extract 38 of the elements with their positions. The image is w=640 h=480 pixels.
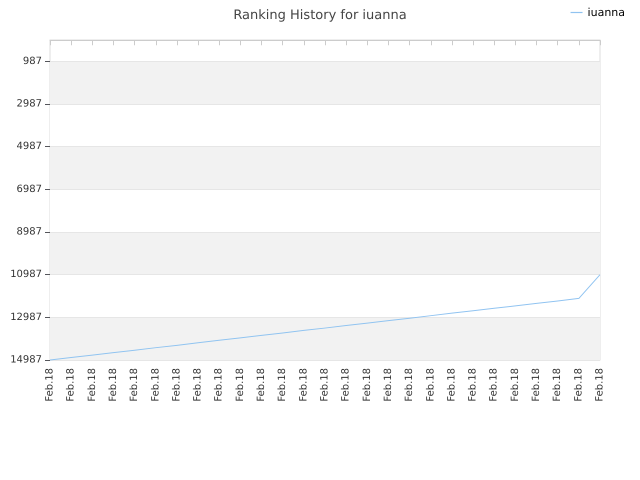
x-tick-label: Feb.18 — [86, 368, 98, 402]
x-tick-label: Feb.18 — [150, 368, 162, 402]
y-tick-label: 8987 — [16, 226, 42, 238]
x-tick-label: Feb.18 — [446, 368, 458, 402]
x-tick-label: Feb.18 — [192, 368, 204, 402]
y-tick-label: 4987 — [16, 141, 42, 152]
y-tick-label: 2987 — [16, 98, 42, 110]
y-tick-label: 14987 — [10, 354, 42, 366]
x-tick-label: Feb.18 — [129, 368, 140, 402]
chart-title: Ranking History for iuanna — [233, 8, 407, 23]
line-series — [50, 274, 600, 360]
x-tick-label: Feb.18 — [108, 368, 119, 402]
x-tick-label: Feb.18 — [531, 368, 542, 402]
x-tick-label: Feb.18 — [594, 368, 606, 402]
x-tick-label: Feb.18 — [340, 368, 352, 402]
x-tick-label: Feb.18 — [552, 368, 564, 402]
legend-label: iuanna — [588, 6, 625, 19]
x-tick-label: Feb.18 — [404, 368, 416, 402]
x-tick-label: Feb.18 — [256, 368, 268, 402]
x-tick-label: Feb.18 — [320, 368, 330, 402]
x-tick-label: Feb.18 — [468, 368, 479, 402]
x-tick-label: Feb.18 — [382, 368, 394, 402]
y-tick-label: 987 — [22, 56, 42, 67]
y-tick-label: 6987 — [16, 184, 42, 195]
x-tick-label: Feb.18 — [488, 368, 500, 402]
x-tick-label: Feb.18 — [362, 368, 373, 402]
x-tick-label: Feb.18 — [171, 368, 182, 402]
x-tick-label: Feb.18 — [234, 368, 246, 402]
x-tick-label: Feb.18 — [277, 368, 288, 402]
y-tick-label: 10987 — [10, 269, 42, 280]
x-tick-label: Feb.18 — [66, 368, 77, 402]
x-tick-label: Feb.18 — [510, 368, 521, 402]
x-tick-label: Feb.18 — [573, 368, 584, 402]
x-tick-label: Feb.18 — [214, 368, 225, 402]
x-tick-label: Feb.18 — [425, 368, 436, 402]
x-tick-label: Feb.18 — [298, 368, 310, 402]
x-tick-label: Feb.18 — [44, 368, 56, 402]
y-tick-label: 12987 — [10, 312, 42, 323]
